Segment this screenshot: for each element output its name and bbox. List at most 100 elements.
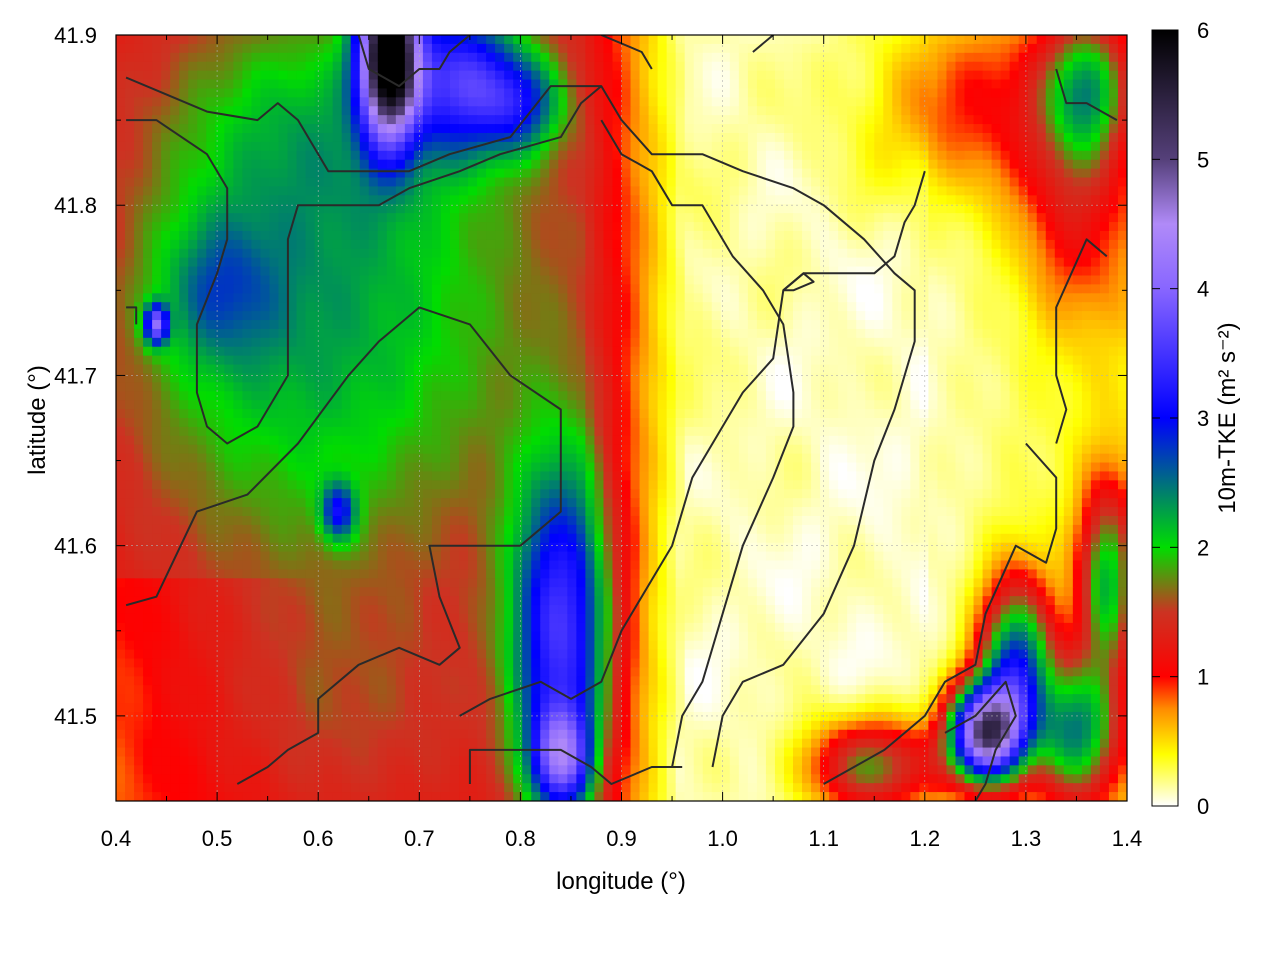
heatmap-cell (134, 418, 144, 428)
heatmap-cell (603, 257, 614, 268)
heatmap-cell (1081, 355, 1092, 366)
heatmap-cell (242, 150, 253, 161)
heatmap-cell (765, 248, 776, 259)
heatmap-cell (422, 400, 433, 410)
heatmap-cell (811, 364, 821, 375)
heatmap-cell (395, 213, 406, 223)
heatmap-cell (639, 150, 650, 161)
heatmap-cell (594, 266, 605, 277)
heatmap-cell (901, 418, 911, 428)
heatmap-cell (675, 248, 686, 259)
heatmap-cell (242, 52, 253, 63)
heatmap-cell (459, 364, 469, 375)
heatmap-cell (892, 284, 902, 294)
heatmap-cell (413, 79, 424, 90)
heatmap-cell (982, 391, 993, 401)
heatmap-cell (1009, 88, 1020, 98)
heatmap-cell (1072, 222, 1083, 232)
heatmap-cell (522, 364, 532, 375)
heatmap-cell (179, 239, 189, 250)
heatmap-cell (125, 141, 135, 152)
heatmap-cell (982, 409, 993, 419)
heatmap-cell (1009, 195, 1020, 205)
heatmap-cell (386, 337, 397, 348)
heatmap-cell (621, 141, 632, 152)
heatmap-cell (567, 266, 577, 277)
heatmap-cell (1018, 52, 1029, 63)
heatmap-cell (1036, 373, 1047, 383)
heatmap-cell (1081, 302, 1092, 312)
heatmap-cell (1045, 293, 1056, 303)
heatmap-cell (1108, 391, 1119, 401)
heatmap-cell (350, 311, 361, 321)
heatmap-cell (702, 293, 713, 303)
heatmap-cell (603, 400, 614, 410)
heatmap-cell (1117, 275, 1127, 285)
heatmap-cell (233, 168, 243, 179)
heatmap-cell (323, 230, 334, 241)
heatmap-cell (1108, 355, 1119, 366)
heatmap-cell (738, 346, 749, 357)
heatmap-cell (829, 364, 839, 375)
heatmap-cell (377, 346, 388, 357)
heatmap-cell (1072, 159, 1083, 170)
heatmap-cell (1072, 61, 1083, 72)
heatmap-cell (459, 141, 469, 152)
heatmap-cell (621, 97, 632, 107)
heatmap-cell (576, 124, 586, 134)
heatmap-cell (549, 355, 559, 366)
heatmap-cell (567, 141, 577, 152)
heatmap-cell (585, 239, 596, 250)
heatmap-cell (531, 275, 541, 285)
heatmap-cell (585, 346, 596, 357)
heatmap-cell (1081, 132, 1092, 143)
heatmap-cell (621, 43, 632, 54)
heatmap-cell (468, 284, 478, 294)
heatmap-cell (901, 177, 911, 188)
heatmap-cell (1027, 311, 1038, 321)
heatmap-cell (386, 52, 397, 63)
heatmap-cell (495, 409, 505, 419)
heatmap-cell (404, 213, 415, 223)
heatmap-cell (305, 61, 316, 72)
heatmap-cell (783, 284, 794, 294)
heatmap-cell (738, 373, 749, 383)
heatmap-cell (468, 382, 478, 392)
heatmap-cell (910, 409, 920, 419)
heatmap-cell (648, 337, 659, 348)
heatmap-cell (486, 293, 496, 303)
heatmap-cell (1063, 141, 1074, 152)
heatmap-cell (1027, 373, 1038, 383)
heatmap-cell (161, 150, 171, 161)
heatmap-cell (1045, 364, 1056, 375)
heatmap-cell (901, 195, 911, 205)
heatmap-cell (287, 328, 298, 339)
heatmap-cell (368, 115, 379, 125)
heatmap-cell (215, 230, 225, 241)
heatmap-cell (269, 124, 280, 134)
heatmap-cell (549, 204, 559, 214)
heatmap-cell (431, 239, 442, 250)
heatmap-cell (233, 159, 243, 170)
heatmap-cell (910, 266, 920, 277)
heatmap-cell (350, 222, 361, 232)
heatmap-cell (170, 141, 180, 152)
heatmap-cell (125, 52, 135, 63)
heatmap-cell (1063, 409, 1074, 419)
heatmap-cell (711, 239, 722, 250)
heatmap-cell (531, 115, 541, 125)
heatmap-cell (386, 320, 397, 330)
heatmap-cell (982, 418, 993, 428)
heatmap-cell (359, 213, 370, 223)
heatmap-cell (269, 382, 280, 392)
heatmap-cell (838, 302, 848, 312)
heatmap-cell (1072, 311, 1083, 321)
heatmap-cell (278, 195, 289, 205)
heatmap-cell (161, 97, 171, 107)
heatmap-cell (549, 409, 559, 419)
heatmap-cell (504, 159, 514, 170)
heatmap-cell (287, 106, 298, 116)
heatmap-cell (946, 382, 957, 392)
heatmap-cell (495, 248, 505, 259)
heatmap-cell (829, 132, 839, 143)
